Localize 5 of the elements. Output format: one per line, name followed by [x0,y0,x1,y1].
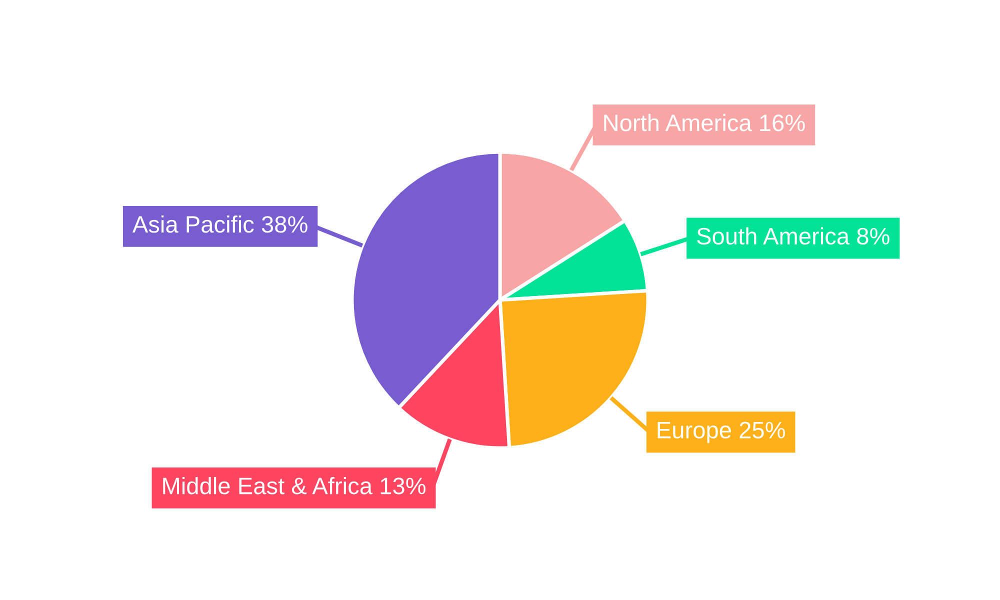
slice-label: North America 16% [604,114,805,132]
slice-label: Asia Pacific 38% [132,215,308,233]
slice-label: Middle East & Africa 13% [163,476,426,494]
slice-label: Europe 25% [658,422,785,444]
slice-label: South America 8% [697,227,890,245]
